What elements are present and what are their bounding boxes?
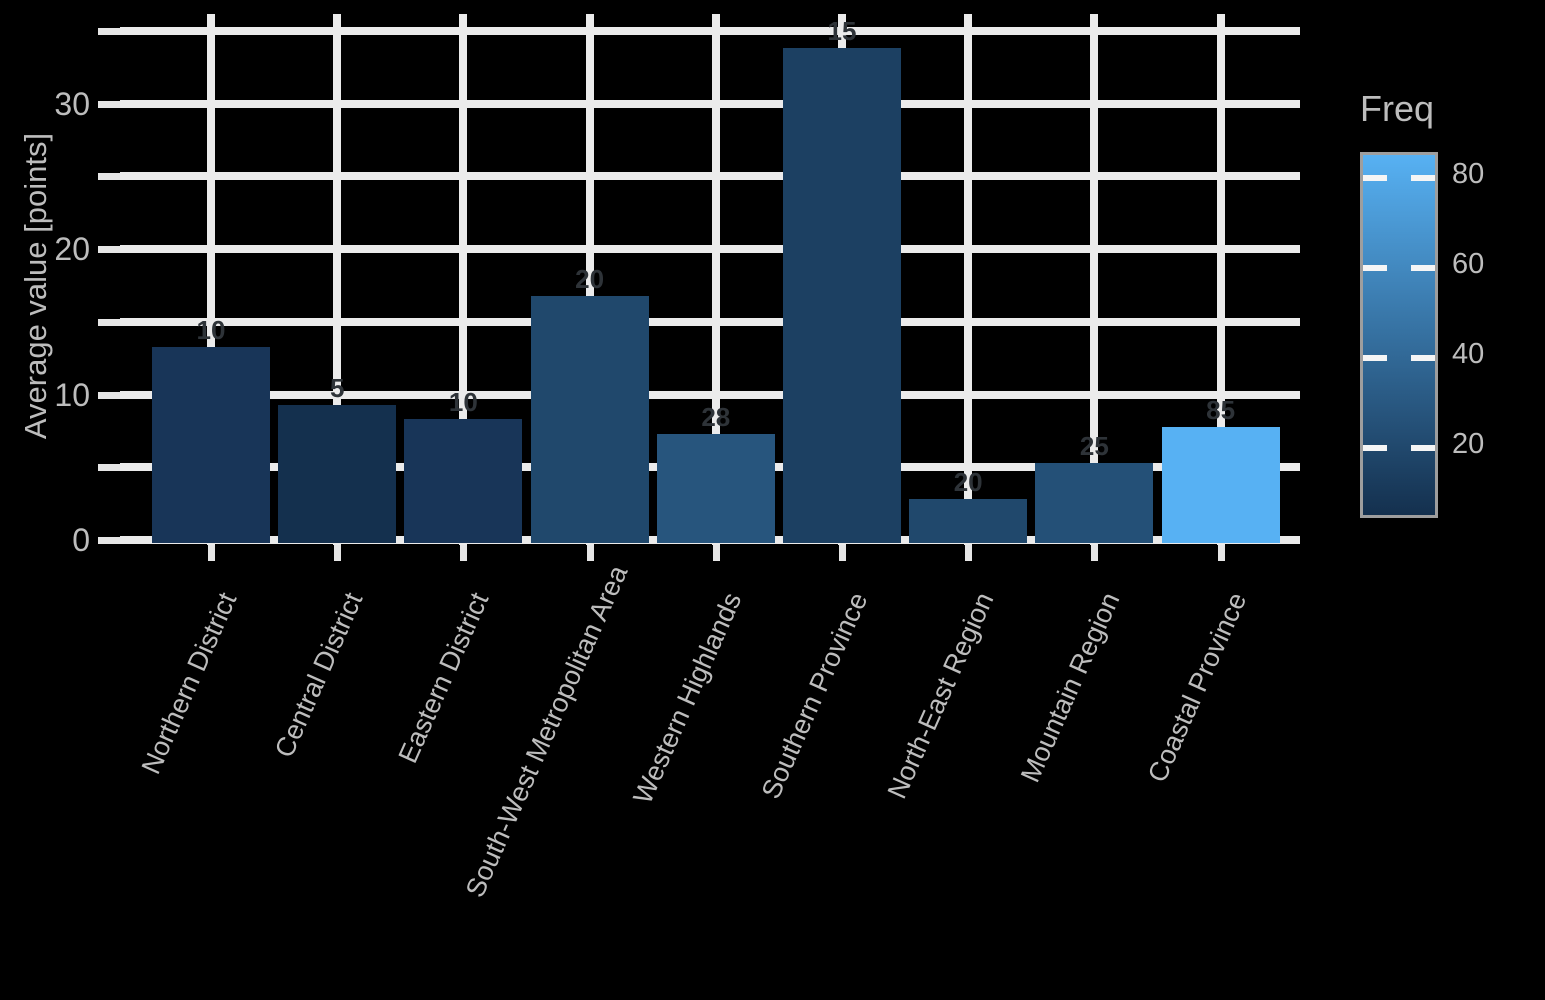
x-axis-tick [334,545,342,561]
bar-value-label: 20 [575,263,605,294]
x-axis-tick [1091,545,1099,561]
x-axis-tick [586,545,594,561]
legend-tick [1363,444,1387,451]
y-axis-tick [98,173,120,181]
x-axis-tick [1217,545,1225,561]
legend-tick [1411,174,1435,181]
y-axis-tick [98,100,120,108]
bar-value-label: 28 [701,401,731,432]
grid-line-h [120,390,1300,399]
y-axis-tick [98,391,120,399]
legend-tick [1411,354,1435,361]
bar [1035,462,1154,543]
x-axis-tick [965,545,973,561]
legend-tick-label: 80 [1452,157,1485,190]
x-tick-label: Western Highlands [627,588,748,809]
y-axis-tick [98,464,120,472]
bar [278,404,397,543]
legend-tick [1363,264,1387,271]
legend-colorbar [1360,152,1438,518]
x-tick-label: Central District [269,588,369,762]
grid-line-v [459,14,468,545]
grid-line-v [1090,14,1099,545]
y-axis-tick [98,537,120,544]
x-tick-label: South-West Metropolitan Area [459,560,634,902]
bar [1161,426,1280,543]
grid-line-h [120,99,1300,108]
y-tick-label: 10 [54,376,90,413]
bar [909,499,1028,543]
grid-line-h [120,245,1300,253]
legend-tick-label: 20 [1452,427,1485,460]
legend-title: Freq [1360,88,1435,129]
grid-line-h [120,317,1300,326]
x-axis-tick [839,545,846,561]
bar [404,419,523,543]
grid-line-v [1216,14,1225,545]
legend-tick [1411,264,1435,271]
x-tick-label: Mountain Region [1015,588,1126,787]
bar-value-label: 10 [448,387,478,418]
legend-tick [1363,174,1387,181]
x-tick-label: Southern Province [755,588,874,804]
y-axis-tick [98,27,120,35]
grid-line-v [585,14,594,545]
bar [783,48,901,543]
y-tick-label: 20 [54,231,90,267]
plot-panel: 10 5 10 20 28 15 20 25 85 [120,14,1300,545]
grid-line-v [333,14,342,545]
bar [530,295,649,543]
x-tick-label: Eastern District [392,588,495,768]
x-tick-label: Coastal Province [1141,588,1253,787]
legend-tick-label: 60 [1452,247,1485,280]
x-axis-tick [208,545,215,561]
bar-value-label: 15 [827,16,857,47]
x-tick-label: North-East Region [881,588,1000,804]
grid-line-h [120,172,1300,181]
grid-line-v [964,14,973,545]
grid-line-v [207,14,215,545]
bar-value-label: 20 [953,467,983,498]
bar-value-label: 85 [1206,394,1236,425]
legend-tick-label: 40 [1452,337,1485,370]
x-axis-tick [460,545,468,561]
y-axis-tick [98,246,120,253]
x-axis-tick [712,545,720,561]
bar [152,346,270,543]
bar [656,433,775,543]
y-axis-tick [98,318,120,326]
legend-tick [1411,444,1435,451]
y-tick-label: 30 [54,85,90,122]
grid-line-h [120,26,1300,35]
bar-value-label: 10 [196,314,226,345]
grid-line-v [711,14,720,545]
x-tick-label: Northern District [135,588,243,779]
bar-value-label: 25 [1079,430,1109,461]
bar-value-label: 5 [329,372,345,403]
legend-tick [1363,354,1387,361]
y-tick-label: 0 [72,522,90,558]
